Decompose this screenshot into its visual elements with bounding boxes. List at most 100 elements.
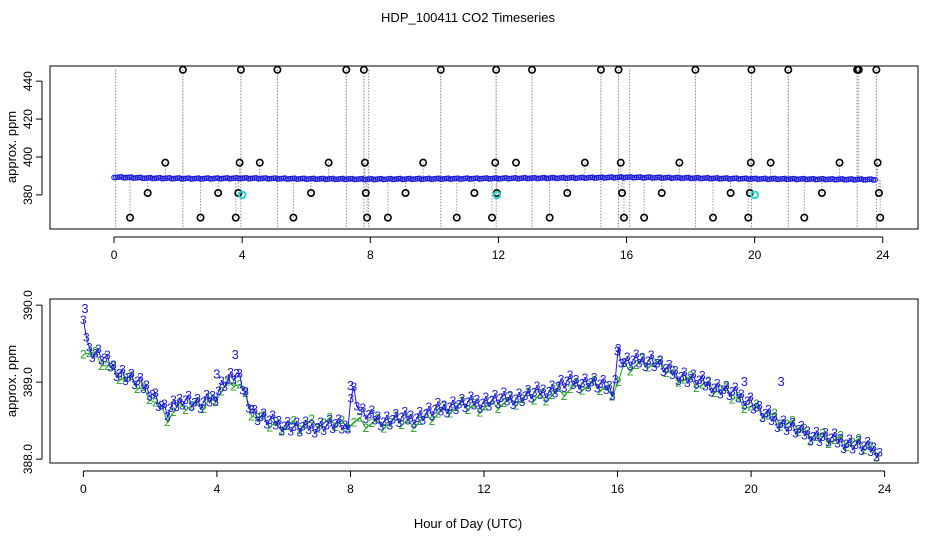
top-outlier-point [324, 158, 333, 167]
bottom-series-marker-2: 2 [176, 395, 183, 409]
bottom-series-marker-3: 3 [140, 382, 147, 396]
bottom-series-marker-3: 3 [669, 368, 676, 382]
bottom-series-marker-3: 3 [540, 382, 547, 396]
bottom-series-marker-2: 2 [795, 425, 802, 439]
bottom-series-marker-3: 3 [305, 423, 312, 437]
bottom-series-line-3 [82, 319, 881, 459]
top-outlier-point [876, 213, 885, 222]
top-blue-point [124, 174, 131, 181]
bottom-series-marker-3: 3 [230, 374, 237, 388]
bottom-series-marker-3: 3 [323, 418, 330, 432]
top-outlier-point [143, 188, 152, 197]
bottom-series-marker-2: 2 [302, 418, 309, 432]
bottom-series-marker-3: 3 [726, 389, 733, 403]
bottom-series-marker-2: 2 [332, 420, 339, 434]
bottom-series-marker-3: 3 [582, 371, 589, 385]
bottom-series-marker-2: 2 [80, 347, 87, 361]
bottom-series-marker-3: 3 [552, 386, 559, 400]
top-blue-point [872, 176, 878, 183]
bottom-series-marker-3: 3 [522, 389, 529, 403]
bottom-series-marker-2: 2 [206, 391, 213, 405]
top-plot-frame [49, 65, 919, 230]
bottom-series-marker-3: 3 [705, 375, 712, 389]
bottom-series-marker-2: 2 [326, 411, 333, 425]
bottom-series-marker-3: 3 [498, 391, 505, 405]
bottom-series-marker-3: 3 [438, 404, 445, 418]
bottom-series-marker-2: 2 [194, 395, 201, 409]
bottom-y-tick-label: 390.0 [21, 290, 35, 320]
top-cyan-point [492, 190, 502, 200]
bottom-series-marker-3: 3 [861, 439, 868, 453]
bottom-series-marker-2: 2 [789, 413, 796, 427]
bottom-series-marker-3: 3 [837, 432, 844, 446]
top-cyan-point [750, 190, 759, 200]
top-x-tick-label: 4 [239, 248, 246, 262]
top-outlier-point [580, 158, 589, 167]
bottom-series-marker-2: 2 [753, 397, 760, 411]
top-x-tick-label: 8 [367, 248, 374, 262]
bottom-series-marker-3: 3 [711, 381, 718, 395]
bottom-series-marker-3: 3 [867, 445, 874, 459]
bottom-series-marker-3: 3 [257, 410, 264, 424]
bottom-x-tick-label: 12 [477, 482, 491, 496]
bottom-series-marker-3: 3 [227, 366, 234, 380]
bottom-series-marker-2: 2 [651, 356, 658, 370]
top-x-tick-label: 24 [876, 248, 890, 262]
bottom-series-marker-3: 3 [426, 400, 433, 414]
bottom-series-marker-3: 3 [381, 415, 388, 429]
top-outlier-point [675, 158, 684, 167]
bottom-series-marker-2: 2 [284, 419, 291, 433]
bottom-series-marker-3: 3 [191, 396, 198, 410]
top-outlier-point [800, 213, 809, 222]
top-blue-point [122, 174, 129, 181]
bottom-series-marker-2: 2 [729, 392, 736, 406]
bottom-series-marker-3: 3 [465, 395, 472, 409]
bottom-series-marker-3: 3 [702, 379, 709, 393]
bottom-series-marker-2: 2 [429, 414, 436, 428]
bottom-series-marker-3: 3 [359, 401, 366, 415]
top-outlier-point [178, 65, 187, 74]
bottom-series-marker-2: 2 [104, 359, 111, 373]
top-outlier-point [214, 188, 223, 197]
bottom-series-marker-3: 3 [840, 442, 847, 456]
bottom-series-marker-2: 2 [735, 390, 742, 404]
bottom-series-marker-3: 3 [110, 358, 117, 372]
bottom-series-marker-2: 2 [699, 378, 706, 392]
bottom-series-marker-3: 3 [371, 413, 378, 427]
bottom-spike-marker: 3 [614, 343, 621, 358]
bottom-series-marker-3: 3 [471, 398, 478, 412]
bottom-series-marker-2: 2 [579, 384, 586, 398]
bottom-series-marker-2: 2 [296, 423, 303, 437]
x-axis-label: Hour of Day (UTC) [414, 516, 522, 531]
bottom-series-marker-2: 2 [771, 406, 778, 420]
bottom-series-marker-3: 3 [834, 436, 841, 450]
bottom-series-marker-3: 3 [408, 408, 415, 422]
bottom-plot-frame [49, 298, 919, 464]
bottom-series-marker-2: 2 [783, 417, 790, 431]
bottom-series-marker-2: 2 [501, 396, 508, 410]
bottom-series-marker-3: 3 [876, 445, 883, 459]
bottom-series-marker-2: 2 [765, 408, 772, 422]
top-outlier-point [419, 158, 428, 167]
bottom-series-marker-3: 3 [525, 383, 532, 397]
bottom-series-marker-3: 3 [483, 390, 490, 404]
bottom-series-marker-3: 3 [341, 418, 348, 432]
top-outlier-point [817, 188, 826, 197]
bottom-series-marker-3: 3 [320, 424, 327, 438]
bottom-series-marker-3: 3 [420, 413, 427, 427]
bottom-series-marker-3: 3 [405, 414, 412, 428]
bottom-series-marker-3: 3 [254, 414, 261, 428]
bottom-series-marker-2: 2 [567, 382, 574, 396]
bottom-series-marker-2: 2 [867, 439, 874, 453]
bottom-series-marker-2: 2 [368, 416, 375, 430]
bottom-series-marker-3: 3 [528, 392, 535, 406]
top-outlier-point [874, 188, 883, 197]
bottom-series-marker-3: 3 [828, 431, 835, 445]
bottom-series-marker-3: 3 [239, 383, 246, 397]
top-outlier-point [616, 158, 625, 167]
bottom-series-marker-2: 2 [381, 422, 388, 436]
bottom-series-marker-2: 2 [164, 415, 171, 429]
bottom-series-marker-3: 3 [675, 374, 682, 388]
top-outlier-point [746, 158, 755, 167]
top-outlier-series [126, 65, 885, 222]
